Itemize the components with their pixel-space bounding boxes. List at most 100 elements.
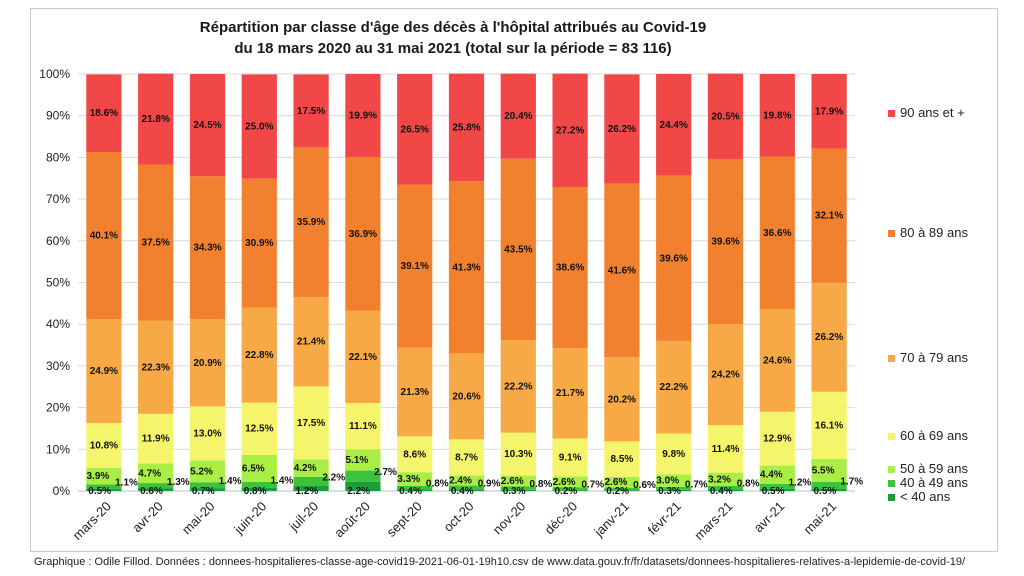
bar-segment xyxy=(86,488,122,491)
data-label: 0.8% xyxy=(426,479,449,490)
bar-segment xyxy=(552,187,588,348)
bar-segment xyxy=(707,73,744,160)
chart-subtitle: du 18 mars 2020 au 31 mai 2021 (total su… xyxy=(234,40,671,57)
data-label: 26.2% xyxy=(815,332,843,343)
bar-mars-20: 0.5% 1.1% 3.9% 10.8% 24.9% 40.1% 18.6% xyxy=(86,74,138,497)
bar-segment xyxy=(707,324,744,426)
bar-segment xyxy=(293,74,329,148)
data-label: 35.9% xyxy=(297,217,325,228)
data-label: 40.1% xyxy=(90,231,118,242)
bar-avr-21: 0.5% 1.2% 4.4% 12.9% 24.6% 36.6% 19.8% xyxy=(759,74,812,497)
bar-juin-20: 0.8% 1.4% 6.5% 12.5% 22.8% 30.9% 25.0% xyxy=(241,74,294,497)
bars: 0.5% 1.1% 3.9% 10.8% 24.9% 40.1% 18.6% 0.6% 1.3%… xyxy=(86,73,863,497)
data-label: 2.6% xyxy=(605,477,628,488)
bar-segment xyxy=(500,158,536,341)
bar-segment xyxy=(293,485,329,491)
data-label: 24.9% xyxy=(90,366,118,377)
bar-segment xyxy=(345,403,381,450)
data-label: 8.5% xyxy=(611,454,634,465)
bar-segment xyxy=(552,487,588,491)
bar-segment xyxy=(86,74,122,152)
data-label: 2.2% xyxy=(347,486,370,497)
bar-segment xyxy=(189,74,226,177)
data-label: 39.6% xyxy=(660,253,688,264)
data-label: 11.4% xyxy=(712,444,740,455)
bar-segment xyxy=(138,463,174,484)
data-label: 8.6% xyxy=(403,449,426,460)
bar-segment xyxy=(241,307,277,403)
data-label: 6.5% xyxy=(242,463,265,474)
bar-segment xyxy=(397,184,433,348)
data-label: 22.8% xyxy=(245,350,273,361)
data-label: 11.1% xyxy=(349,421,377,432)
legend-swatch xyxy=(888,355,895,362)
bar-segment xyxy=(397,489,433,491)
y-tick-label: 50% xyxy=(46,276,70,290)
data-label: 34.3% xyxy=(193,243,221,254)
y-tick-label: 70% xyxy=(46,192,70,206)
data-label: 0.4% xyxy=(399,486,422,497)
data-label: 1.2% xyxy=(789,477,812,488)
bar-segment xyxy=(189,319,226,407)
data-label: 41.6% xyxy=(608,265,636,276)
data-label: 0.3% xyxy=(503,486,526,497)
bar-segment xyxy=(138,320,174,414)
bar-segment xyxy=(241,487,277,491)
legend-item: < 40 ans xyxy=(888,489,951,504)
x-tick-label: mai-20 xyxy=(179,499,218,538)
bar-segment xyxy=(138,488,174,491)
legend-label: 80 à 89 ans xyxy=(900,225,968,240)
legend-swatch xyxy=(888,466,895,473)
data-label: 1.4% xyxy=(271,476,294,487)
bar-segment xyxy=(189,488,226,491)
bar-segment xyxy=(707,472,744,486)
data-label: 1.3% xyxy=(167,477,190,488)
legend-label: 50 à 59 ans xyxy=(900,461,968,476)
y-tick-label: 80% xyxy=(46,150,70,164)
bar-segment xyxy=(448,181,485,354)
bar-segment xyxy=(759,411,795,466)
bar-segment xyxy=(552,73,588,188)
bar-segment xyxy=(552,347,588,439)
data-label: 21.4% xyxy=(297,337,325,348)
data-label: 1.1% xyxy=(115,478,138,489)
bar-segment xyxy=(656,486,692,490)
bar-segment xyxy=(189,482,226,489)
legend: 90 ans et + 80 à 89 ans 70 à 79 ans 60 à 69… xyxy=(888,105,968,504)
data-label: 20.4% xyxy=(504,111,532,122)
data-label: 5.2% xyxy=(190,466,213,477)
bar-segment xyxy=(604,357,640,442)
x-tick-label: avr-20 xyxy=(129,499,166,536)
data-label: 0.8% xyxy=(530,479,553,490)
data-label: 19.9% xyxy=(349,110,377,121)
bar-segment xyxy=(656,74,692,176)
data-label: 3.0% xyxy=(656,476,679,487)
data-label: 24.4% xyxy=(660,120,688,131)
data-label: 0.4% xyxy=(710,486,733,497)
legend-item: 70 à 79 ans xyxy=(888,350,968,365)
data-label: 2.4% xyxy=(449,476,472,487)
bar-segment xyxy=(811,74,847,149)
data-label: 0.5% xyxy=(762,486,785,497)
x-tick-label: juil-20 xyxy=(285,499,321,535)
bar-segment xyxy=(811,458,847,482)
x-tick-label: août-20 xyxy=(331,499,373,541)
data-label: 32.1% xyxy=(815,211,843,222)
data-label: 19.8% xyxy=(763,110,791,121)
bar-segment xyxy=(759,74,795,157)
x-tick-label: sept-20 xyxy=(384,499,425,540)
data-label: 9.1% xyxy=(559,452,582,463)
y-tick-label: 40% xyxy=(46,317,70,331)
data-label: 1.4% xyxy=(219,476,242,487)
legend-swatch xyxy=(888,110,895,117)
x-tick-label: oct-20 xyxy=(440,499,476,535)
bar-segment xyxy=(345,470,381,482)
data-label: 17.5% xyxy=(297,418,325,429)
bar-segment xyxy=(448,353,485,440)
data-label: 3.2% xyxy=(708,474,731,485)
bar-segment xyxy=(500,340,536,433)
bar-segment xyxy=(707,425,744,473)
bar-segment xyxy=(811,481,847,489)
bar-segment xyxy=(138,164,174,321)
x-tick-label: janv-21 xyxy=(591,499,632,540)
